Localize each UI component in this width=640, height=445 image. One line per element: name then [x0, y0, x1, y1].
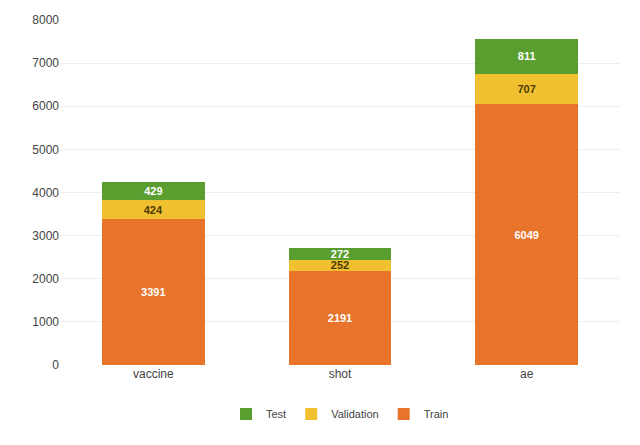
svg-text:3000: 3000 [32, 229, 59, 243]
svg-text:3391: 3391 [141, 286, 165, 298]
svg-text:811: 811 [518, 50, 536, 62]
svg-text:7000: 7000 [32, 56, 59, 70]
svg-text:ae: ae [520, 367, 534, 381]
svg-text:5000: 5000 [32, 143, 59, 157]
svg-text:Train: Train [424, 408, 449, 420]
svg-text:shot: shot [329, 367, 352, 381]
svg-text:0: 0 [52, 358, 59, 372]
svg-text:2000: 2000 [32, 272, 59, 286]
svg-text:252: 252 [331, 259, 349, 271]
svg-text:8000: 8000 [32, 13, 59, 27]
svg-text:6049: 6049 [514, 229, 538, 241]
svg-text:2191: 2191 [328, 312, 352, 324]
svg-text:4000: 4000 [32, 186, 59, 200]
svg-text:1000: 1000 [32, 315, 59, 329]
svg-text:6000: 6000 [32, 99, 59, 113]
svg-text:Validation: Validation [331, 408, 379, 420]
svg-text:Test: Test [266, 408, 286, 420]
svg-text:272: 272 [331, 248, 349, 260]
svg-text:707: 707 [517, 83, 535, 95]
svg-text:vaccine: vaccine [133, 367, 174, 381]
svg-text:429: 429 [144, 185, 162, 197]
svg-text:424: 424 [144, 204, 163, 216]
